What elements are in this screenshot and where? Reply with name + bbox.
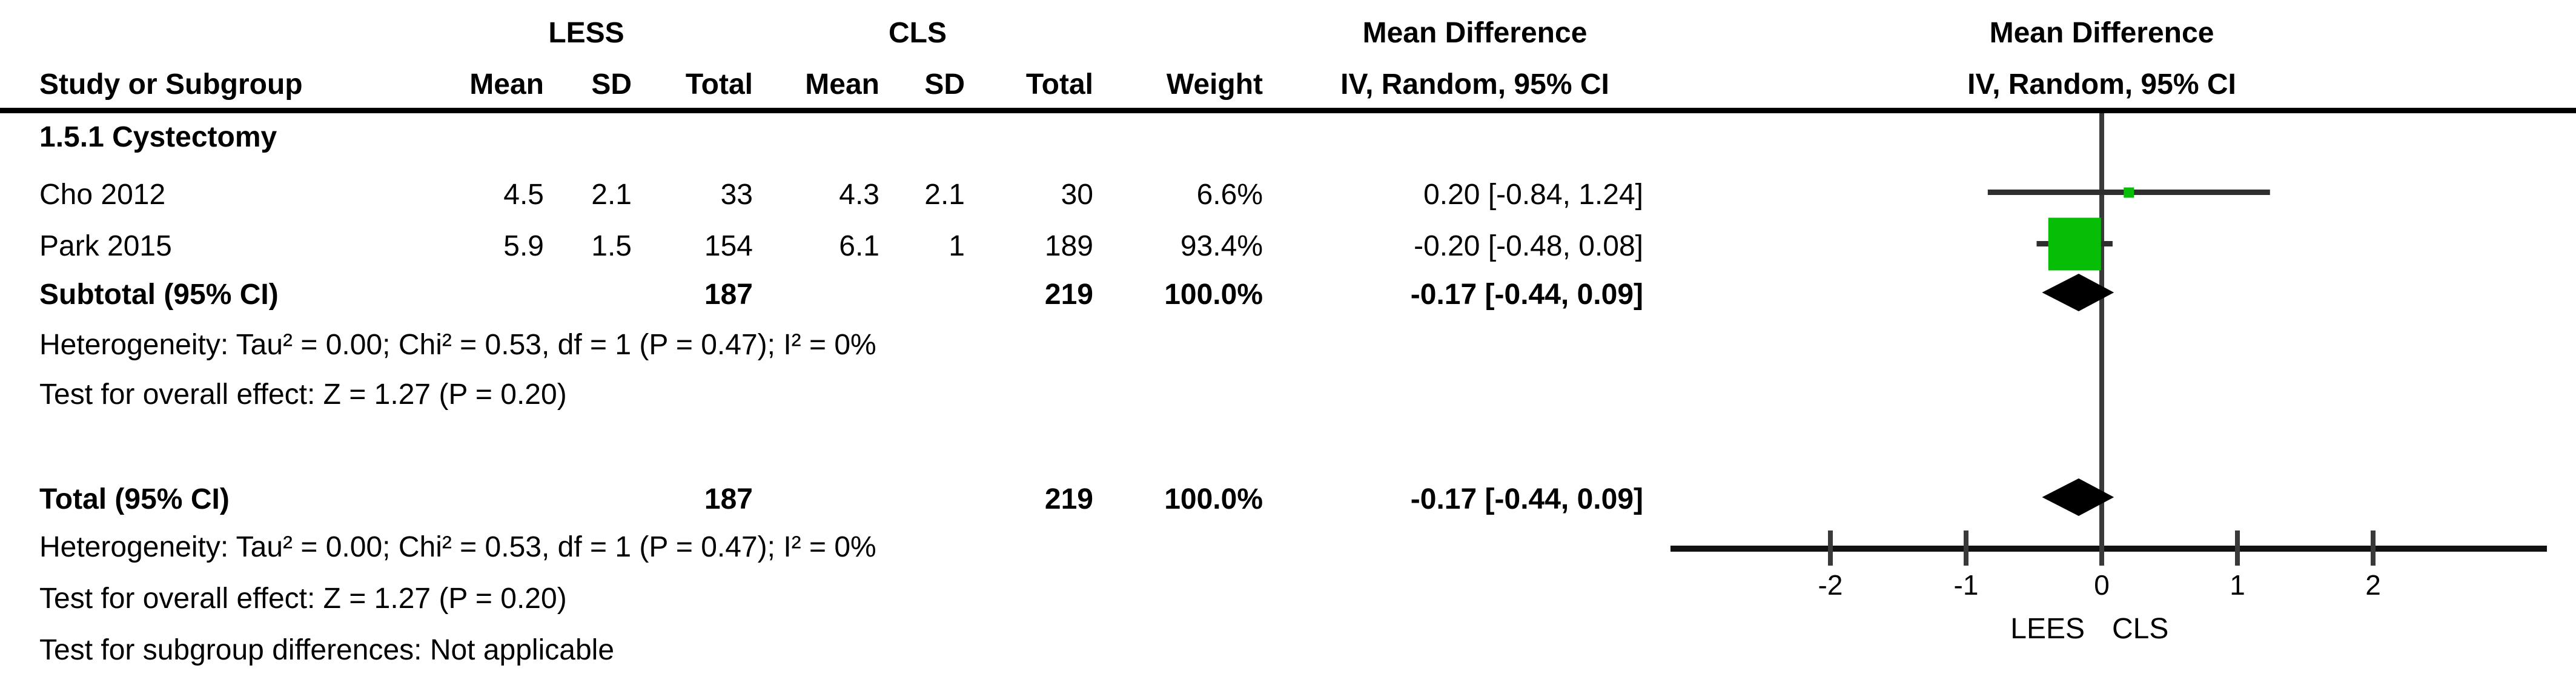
less-total-cell: 154	[704, 230, 753, 262]
weight-square	[2124, 187, 2134, 198]
axis-tick-label: 1	[2230, 569, 2245, 601]
subtotal-less-total: 187	[704, 279, 753, 311]
pooled-diamond	[2042, 478, 2114, 516]
cls-sd-cell: 2.1	[924, 179, 965, 211]
subtotal-weight: 100.0%	[1164, 279, 1263, 311]
column-group-mean-difference: Mean Difference	[1362, 17, 1588, 49]
axis-tick-label: 2	[2365, 569, 2381, 601]
estimate-cell: -0.20 [-0.48, 0.08]	[1414, 230, 1643, 262]
axis-tick	[2235, 530, 2240, 566]
weight-cell: 6.6%	[1196, 179, 1263, 211]
total-overall-effect-note: Test for overall effect: Z = 1.27 (P = 0…	[39, 583, 567, 615]
axis-tick	[1828, 530, 1833, 566]
less-sd-cell: 2.1	[591, 179, 632, 211]
pooled-diamond	[2042, 274, 2114, 311]
header-separator-line	[0, 108, 2576, 113]
total-heterogeneity-note: Heterogeneity: Tau² = 0.00; Chi² = 0.53,…	[39, 531, 876, 563]
subtotal-cls-total: 219	[1044, 279, 1093, 311]
weight-square	[2048, 217, 2101, 271]
column-header-cls-sd: SD	[924, 68, 965, 101]
cls-total-cell: 189	[1044, 230, 1093, 262]
axis-label-favours-cls: CLS	[2112, 613, 2169, 645]
total-label: Total (95% CI)	[39, 483, 230, 515]
no-effect-line	[2099, 113, 2104, 549]
column-group-cls: CLS	[889, 17, 947, 49]
column-header-weight: Weight	[1166, 68, 1263, 101]
axis-label-favours-less: LEES	[2010, 613, 2085, 645]
less-sd-cell: 1.5	[591, 230, 632, 262]
study-name-cell: Park 2015	[39, 230, 172, 262]
subtotal-estimate: -0.17 [-0.44, 0.09]	[1410, 279, 1643, 311]
column-header-study: Study or Subgroup	[39, 68, 303, 101]
subgroup-differences-note: Test for subgroup differences: Not appli…	[39, 634, 615, 666]
less-mean-cell: 4.5	[503, 179, 544, 211]
total-estimate: -0.17 [-0.44, 0.09]	[1410, 483, 1643, 515]
column-header-less-mean: Mean	[469, 68, 544, 101]
x-axis-line	[1670, 546, 2547, 552]
column-header-less-total: Total	[685, 68, 753, 101]
axis-tick-label: -2	[1818, 569, 1843, 601]
column-header-method-ci: IV, Random, 95% CI	[1340, 68, 1609, 101]
subgroup-overall-effect-note: Test for overall effect: Z = 1.27 (P = 0…	[39, 378, 567, 411]
cls-total-cell: 30	[1061, 179, 1093, 211]
less-total-cell: 33	[720, 179, 753, 211]
weight-cell: 93.4%	[1180, 230, 1263, 262]
column-header-cls-total: Total	[1025, 68, 1093, 101]
cls-mean-cell: 4.3	[839, 179, 879, 211]
total-weight: 100.0%	[1164, 483, 1263, 515]
axis-tick	[2099, 530, 2104, 566]
estimate-cell: 0.20 [-0.84, 1.24]	[1423, 179, 1643, 211]
axis-tick	[1964, 530, 1968, 566]
total-less-total: 187	[704, 483, 753, 515]
column-header-less-sd: SD	[591, 68, 632, 101]
axis-tick	[2371, 530, 2376, 566]
axis-tick-label: 0	[2094, 569, 2110, 601]
cls-mean-cell: 6.1	[839, 230, 879, 262]
plot-title-mean-difference: Mean Difference	[1989, 17, 2214, 49]
axis-tick-label: -1	[1953, 569, 1979, 601]
less-mean-cell: 5.9	[503, 230, 544, 262]
subgroup-section-label: 1.5.1 Cystectomy	[39, 121, 277, 153]
cls-sd-cell: 1	[949, 230, 965, 262]
column-header-cls-mean: Mean	[805, 68, 879, 101]
study-name-cell: Cho 2012	[39, 179, 166, 211]
subgroup-heterogeneity-note: Heterogeneity: Tau² = 0.00; Chi² = 0.53,…	[39, 329, 876, 361]
subtotal-label: Subtotal (95% CI)	[39, 279, 279, 311]
total-cls-total: 219	[1044, 483, 1093, 515]
plot-header-method-ci: IV, Random, 95% CI	[1967, 68, 2236, 101]
column-group-less: LESS	[548, 17, 624, 49]
